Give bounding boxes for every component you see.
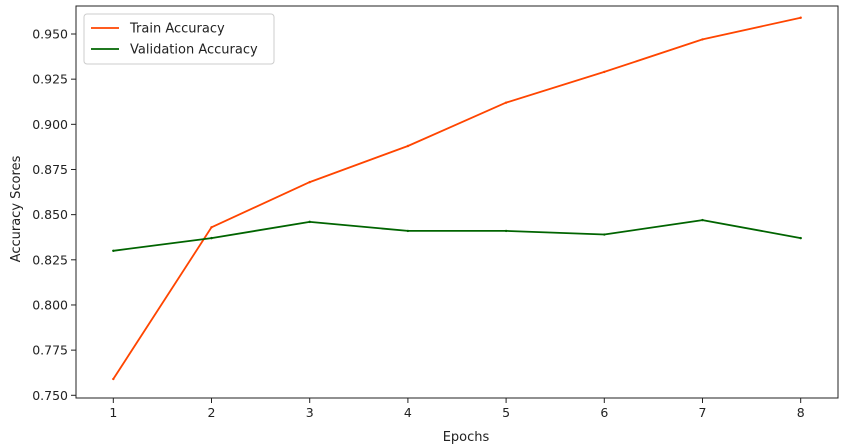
x-tick-label-4: 4 <box>404 405 412 420</box>
x-tick-label-6: 6 <box>600 405 608 420</box>
y-tick-label-0.925: 0.925 <box>32 72 68 87</box>
data-point-validation-accuracy-3 <box>308 220 311 224</box>
legend-label-validation: Validation Accuracy <box>130 43 258 58</box>
y-tick-label-0.950: 0.950 <box>32 27 68 42</box>
series-lines <box>112 16 802 381</box>
legend-box <box>83 13 275 65</box>
y-tick-label-0.800: 0.800 <box>32 297 68 312</box>
legend: Train Accuracy Validation Accuracy <box>83 13 275 65</box>
data-point-train-accuracy-1 <box>112 377 115 381</box>
data-point-train-accuracy-4 <box>406 144 410 148</box>
data-point-validation-accuracy-5 <box>504 229 508 233</box>
legend-label-train: Train Accuracy <box>129 22 225 37</box>
x-tick-label-7: 7 <box>699 405 707 420</box>
y-axis-label: Accuracy Scores <box>9 155 24 262</box>
y-tick-label-0.875: 0.875 <box>32 162 68 177</box>
data-point-train-accuracy-7 <box>701 38 704 41</box>
data-point-train-accuracy-8 <box>799 16 802 19</box>
axes: 1 2 3 4 5 6 7 8 0.750 0.775 0.800 0.825 0.850 0.875 0.… <box>32 5 839 420</box>
x-tick-label-3: 3 <box>306 405 314 420</box>
series-line-validation-accuracy <box>112 219 802 252</box>
data-point-validation-accuracy-2 <box>210 236 213 240</box>
data-point-train-accuracy-5 <box>504 101 508 104</box>
y-tick-label-0.750: 0.750 <box>32 388 68 403</box>
plot-area <box>76 6 838 398</box>
data-point-train-accuracy-3 <box>308 180 311 184</box>
data-point-validation-accuracy-8 <box>799 236 802 240</box>
x-tick-label-1: 1 <box>109 405 117 420</box>
y-tick-label-0.825: 0.825 <box>32 252 68 267</box>
plot-frame <box>75 5 839 399</box>
y-tick-label-0.775: 0.775 <box>32 343 68 358</box>
data-point-validation-accuracy-1 <box>112 249 115 252</box>
x-tick-label-8: 8 <box>797 405 805 420</box>
plot-background <box>76 6 838 398</box>
data-point-train-accuracy-6 <box>603 70 606 74</box>
x-tick-label-2: 2 <box>208 405 216 420</box>
x-axis-label: Epochs <box>443 430 490 445</box>
x-tick-label-5: 5 <box>502 405 510 420</box>
data-point-train-accuracy-2 <box>210 226 213 229</box>
data-point-validation-accuracy-7 <box>701 218 704 222</box>
y-tick-label-0.850: 0.850 <box>32 207 68 222</box>
data-point-validation-accuracy-4 <box>406 229 410 233</box>
series-line-train-accuracy <box>112 16 802 380</box>
data-point-validation-accuracy-6 <box>603 233 606 236</box>
y-tick-label-0.900: 0.900 <box>32 117 68 132</box>
